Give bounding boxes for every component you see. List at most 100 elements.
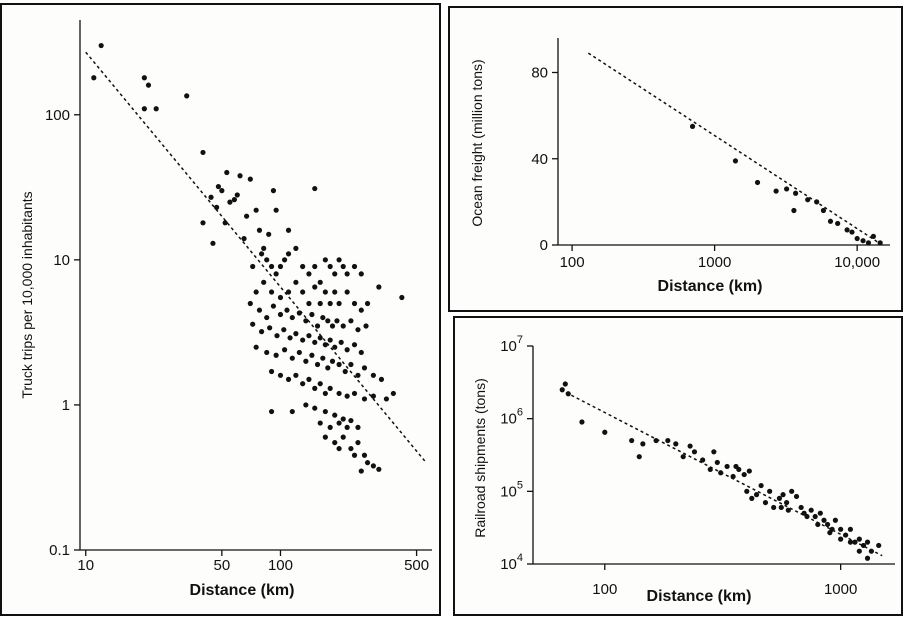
truck-data-point: [231, 197, 238, 203]
truck-data-point: [399, 294, 405, 301]
truck-data-point: [342, 368, 348, 375]
rail-data-point: [749, 495, 755, 501]
truck-data-point: [344, 393, 350, 399]
rail-data-point: [789, 488, 795, 494]
truck-data-point: [285, 376, 292, 382]
rail-data-point: [602, 429, 608, 435]
truck-data-point: [253, 207, 259, 213]
rail-y-axis-title: Railroad shipments (tons): [472, 378, 488, 538]
ocean-data-point: [784, 186, 790, 192]
truck-data-point: [351, 300, 358, 307]
rail-data-point: [808, 507, 814, 513]
truck-data-point: [312, 284, 318, 290]
rail-data-point: [711, 449, 717, 455]
ocean-x-tick-label: 100: [560, 254, 585, 271]
truck-data-point: [141, 75, 147, 81]
rail-y-tick-label: 106: [500, 407, 523, 428]
truck-data-point: [273, 207, 279, 213]
rail-data-point: [804, 513, 810, 520]
truck-trips-chart: 10 50 100 500 0.1 1 10 100 Distance (km) Truck tr…: [19, 20, 432, 599]
truck-data-point: [361, 452, 368, 458]
ocean-y-tick-label: 40: [531, 151, 548, 168]
truck-data-point: [340, 416, 346, 422]
ocean-data-point: [877, 240, 883, 246]
truck-data-point: [351, 390, 358, 397]
rail-data-point: [868, 548, 874, 554]
rail-data-point: [847, 526, 854, 532]
truck-x-axis-title: Distance (km): [190, 582, 295, 599]
rail-data-point: [744, 488, 750, 494]
truck-data-point: [306, 376, 312, 382]
truck-data-point: [383, 396, 390, 402]
truck-data-point: [281, 347, 288, 353]
rail-x-tick-label: 1000: [824, 581, 857, 598]
truck-data-point: [355, 424, 361, 430]
truck-data-point: [141, 106, 147, 112]
rail-data-point: [741, 471, 747, 478]
truck-data-point: [327, 424, 333, 430]
truck-data-point: [390, 390, 396, 397]
truck-data-point: [224, 169, 230, 176]
rail-data-point: [730, 473, 736, 480]
rail-data-point: [784, 499, 790, 506]
truck-data-point: [348, 361, 354, 368]
truck-data-point: [336, 420, 342, 426]
truck-x-tick-label: 500: [404, 557, 429, 574]
truck-x-tick-label: 10: [77, 557, 94, 574]
rail-data-point: [847, 539, 854, 545]
rail-data-point: [824, 521, 831, 528]
rail-data-point: [852, 539, 858, 545]
truck-data-point: [300, 337, 306, 343]
rail-x-tick-label: 100: [592, 581, 617, 598]
truck-data-point: [241, 236, 247, 242]
rail-x-axis-title: Distance (km): [647, 588, 752, 605]
ocean-data-point: [820, 207, 827, 214]
ocean-freight-chart-panel: 100 1000 10,000 0 40 80 Distance (km) Ocean fre…: [448, 6, 903, 312]
truck-data-point: [261, 279, 267, 285]
rail-data-point: [636, 454, 642, 460]
truck-data-point: [277, 311, 284, 318]
truck-y-tick-label: 10: [53, 252, 70, 269]
ocean-data-point: [732, 158, 739, 164]
truck-data-point: [348, 318, 354, 324]
ocean-data-point: [835, 220, 841, 227]
ocean-x-tick-label: 1000: [698, 254, 731, 271]
truck-data-point: [334, 318, 340, 324]
truck-x-tick-label: 50: [214, 557, 231, 574]
truck-data-point: [253, 344, 259, 350]
rail-data-point: [753, 492, 760, 498]
rail-data-point: [856, 548, 862, 554]
truck-data-point: [327, 385, 333, 391]
ocean-data-point: [754, 179, 761, 186]
truck-data-point: [300, 263, 306, 270]
truck-data-point: [358, 271, 364, 277]
truck-data-point: [261, 245, 267, 251]
truck-data-point: [200, 220, 206, 226]
rail-data-point: [864, 555, 871, 561]
truck-data-point: [222, 220, 228, 226]
truck-x-tick-label: 100: [268, 557, 293, 574]
truck-data-point: [259, 329, 265, 335]
rail-data-point: [876, 542, 882, 549]
truck-data-point: [293, 279, 299, 285]
ocean-data-point: [870, 233, 876, 239]
truck-data-point: [370, 393, 376, 399]
truck-data-point: [314, 361, 321, 368]
truck-data-point: [363, 323, 369, 329]
truck-data-point: [264, 314, 270, 321]
truck-data-point: [300, 381, 306, 387]
rail-data-point: [832, 517, 838, 523]
ocean-data-point: [773, 188, 779, 194]
rail-data-point: [856, 536, 862, 542]
truck-data-point: [332, 344, 338, 350]
truck-data-point: [336, 257, 342, 263]
truck-data-point: [355, 439, 361, 446]
truck-data-point: [268, 289, 275, 295]
truck-y-axis-title: Truck trips per 10,000 inhabitants: [19, 191, 35, 398]
truck-data-point: [268, 408, 275, 415]
truck-data-point: [348, 445, 354, 452]
truck-data-point: [306, 271, 312, 277]
rail-data-point: [758, 482, 764, 489]
truck-data-point: [200, 149, 206, 156]
truck-data-point: [277, 263, 284, 270]
